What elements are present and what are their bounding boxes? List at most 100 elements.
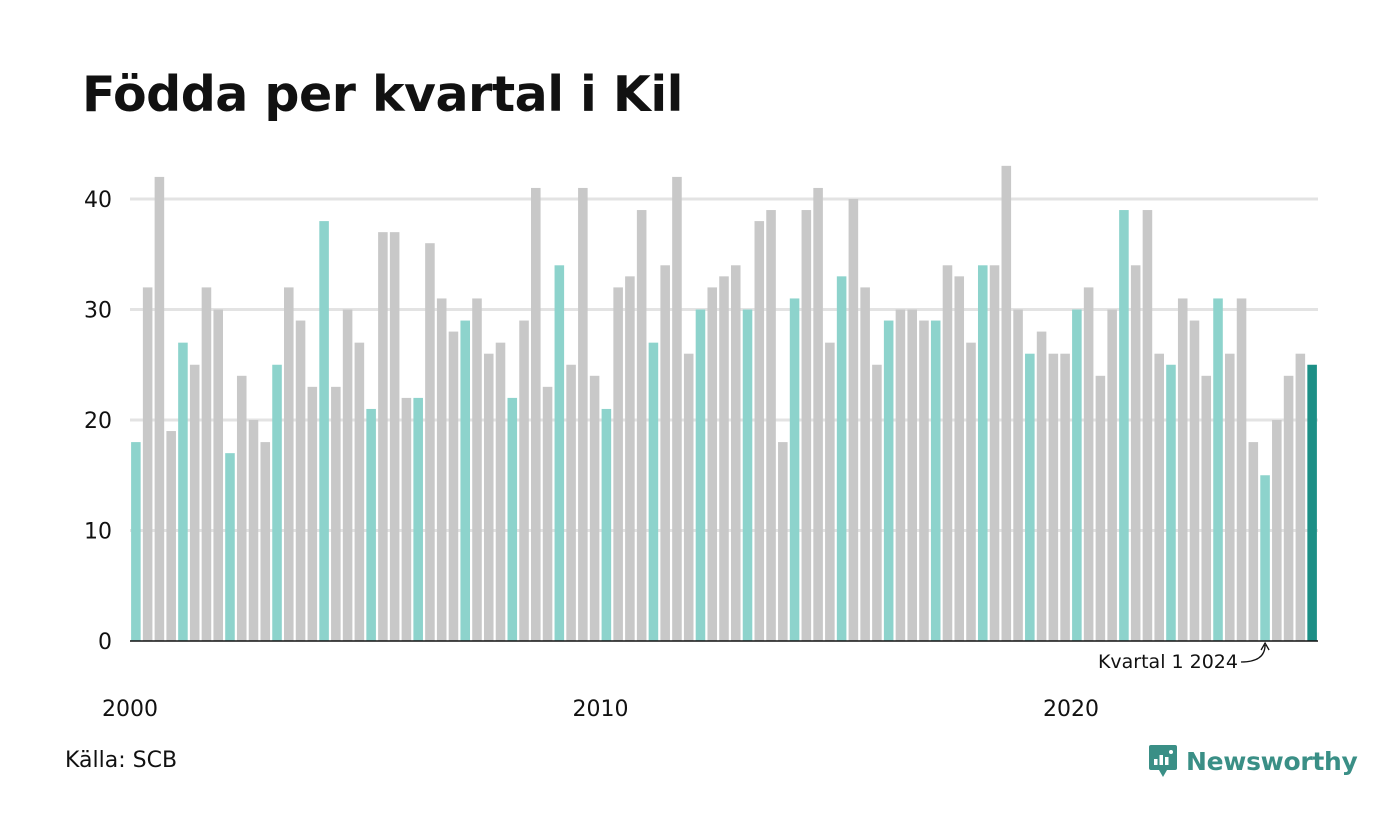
bar xyxy=(1154,353,1164,641)
bar xyxy=(1001,165,1012,641)
brand-logo: Newsworthy xyxy=(1148,744,1358,778)
y-tick-label: 0 xyxy=(98,630,112,655)
bar xyxy=(1130,265,1141,641)
bar xyxy=(1295,353,1306,641)
bar xyxy=(801,210,812,642)
bar xyxy=(601,408,612,641)
bar xyxy=(825,342,835,641)
x-tick-label: 2000 xyxy=(102,697,158,722)
x-axis-ticks: 2000 2010 2020 xyxy=(102,697,1099,722)
bar xyxy=(1036,331,1047,641)
bar xyxy=(272,364,282,641)
bar xyxy=(1072,309,1082,641)
bar xyxy=(1095,375,1106,641)
bar xyxy=(1013,309,1023,641)
bar xyxy=(1107,309,1117,641)
bar xyxy=(1225,353,1235,641)
bar xyxy=(295,320,306,641)
bar xyxy=(1048,353,1059,641)
bar xyxy=(707,287,718,641)
bar xyxy=(307,386,318,641)
bar xyxy=(919,320,929,641)
bars xyxy=(131,165,1317,642)
bar xyxy=(166,431,176,641)
bar xyxy=(636,210,647,642)
bar xyxy=(872,364,882,641)
bar xyxy=(895,309,906,641)
bar xyxy=(354,342,365,641)
bar xyxy=(483,353,494,641)
latest-annotation: Kvartal 1 2024 xyxy=(1098,641,1270,673)
newsworthy-icon xyxy=(1149,745,1177,777)
bar xyxy=(342,309,353,641)
bar xyxy=(566,364,576,641)
bar xyxy=(966,342,976,641)
bar xyxy=(248,420,259,641)
y-tick-label: 30 xyxy=(84,299,112,324)
source-label: Källa: SCB xyxy=(65,748,178,773)
bar xyxy=(977,265,988,641)
bar xyxy=(531,187,541,641)
x-tick-label: 2020 xyxy=(1043,697,1099,722)
bar xyxy=(542,386,553,641)
bar xyxy=(1236,298,1247,641)
y-tick-label: 10 xyxy=(84,520,112,545)
bar xyxy=(1213,298,1223,641)
bar xyxy=(578,187,588,641)
bar xyxy=(519,320,529,641)
bar xyxy=(730,265,741,641)
bar xyxy=(189,364,200,641)
bar xyxy=(930,320,941,641)
bar xyxy=(683,353,694,641)
bar xyxy=(625,276,635,641)
bar xyxy=(472,298,482,641)
bar xyxy=(1166,364,1176,641)
bar xyxy=(754,221,765,641)
annotation-arrow xyxy=(1240,641,1270,663)
y-tick-label: 40 xyxy=(84,188,112,213)
bar xyxy=(131,442,141,641)
bar xyxy=(813,187,823,641)
bar xyxy=(284,287,294,641)
bar xyxy=(413,397,423,641)
bar xyxy=(848,199,859,641)
bar xyxy=(213,309,223,641)
bar xyxy=(1272,420,1282,641)
bar xyxy=(260,442,271,641)
bar xyxy=(660,265,670,641)
bar xyxy=(178,342,188,641)
bar xyxy=(201,287,212,641)
bar xyxy=(154,176,165,641)
bar xyxy=(695,309,706,641)
bar xyxy=(507,397,518,641)
bar xyxy=(460,320,471,641)
bar xyxy=(401,397,412,641)
bar xyxy=(989,265,1000,641)
brand-name: Newsworthy xyxy=(1186,746,1358,776)
bar xyxy=(836,276,847,641)
bar xyxy=(742,309,753,641)
bar xyxy=(225,453,235,641)
bar xyxy=(589,375,600,641)
bar xyxy=(954,276,965,641)
bar xyxy=(1283,375,1294,641)
bar xyxy=(1119,210,1129,642)
bar xyxy=(942,265,953,641)
bar xyxy=(389,232,400,641)
bar xyxy=(236,375,247,641)
y-axis-ticks: 0 10 20 30 40 xyxy=(84,188,112,655)
bar xyxy=(1060,353,1070,641)
bar xyxy=(672,176,682,641)
bar xyxy=(766,210,776,642)
bar xyxy=(1307,364,1317,641)
bar xyxy=(554,265,565,641)
bar xyxy=(860,287,870,641)
bar xyxy=(495,342,506,641)
bar xyxy=(883,320,894,641)
bar xyxy=(719,276,729,641)
chart-title: Födda per kvartal i Kil xyxy=(82,66,683,123)
bar xyxy=(1201,375,1212,641)
x-tick-label: 2010 xyxy=(572,697,628,722)
bar xyxy=(1248,442,1259,641)
bar xyxy=(907,309,917,641)
